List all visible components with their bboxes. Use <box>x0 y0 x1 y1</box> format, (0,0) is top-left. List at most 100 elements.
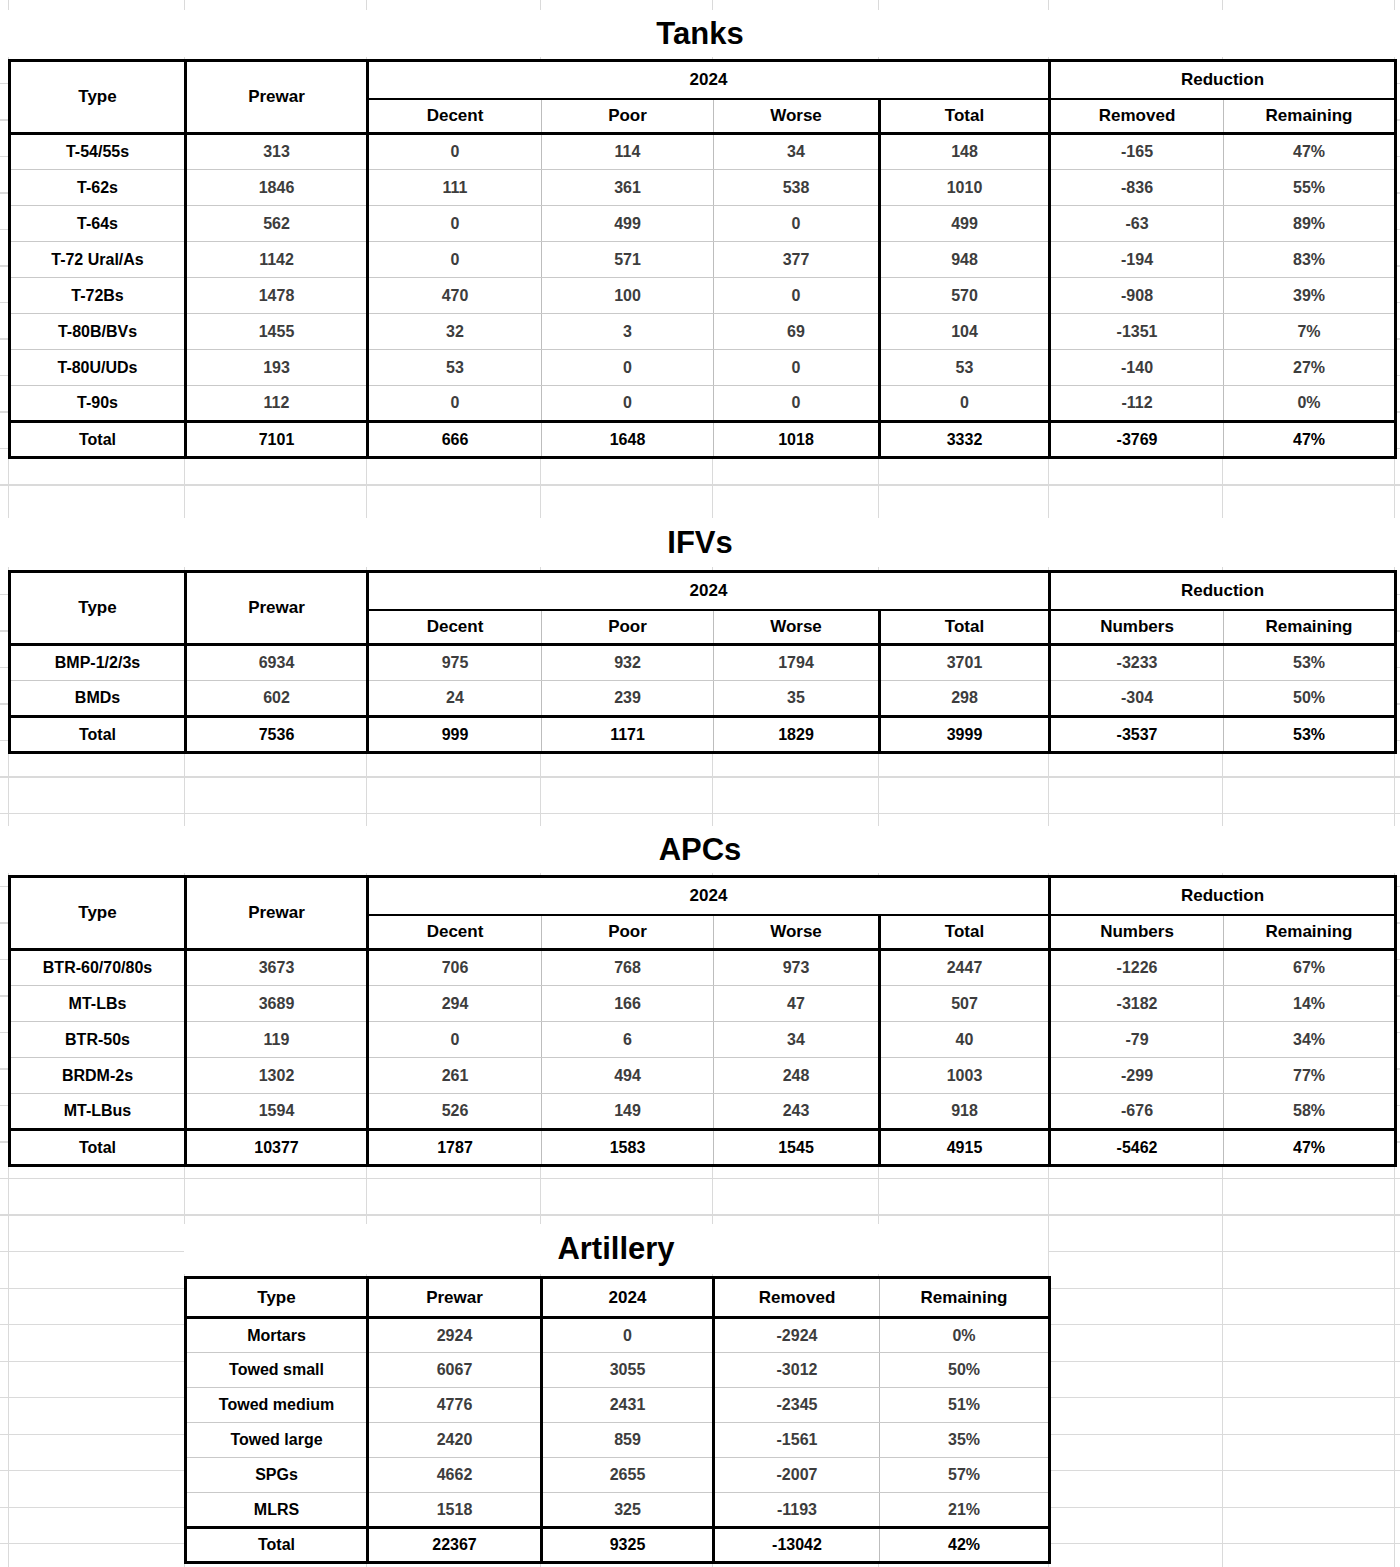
cell: 2924 <box>368 1318 542 1353</box>
cell: 494 <box>542 1058 714 1094</box>
cell: 166 <box>542 986 714 1022</box>
table-row: MT-LBus1594526149243918-67658% <box>10 1094 1396 1130</box>
column-header: Numbers <box>1050 915 1224 950</box>
cell: 67% <box>1224 950 1396 986</box>
column-header: Worse <box>714 915 880 950</box>
cell: 35% <box>880 1423 1050 1458</box>
cell: 526 <box>368 1094 542 1130</box>
cell: 2655 <box>542 1458 714 1493</box>
row-label: T-72 Ural/As <box>10 242 186 278</box>
cell: -165 <box>1050 134 1224 170</box>
table-row: Towed medium47762431-234551% <box>186 1388 1050 1423</box>
column-header: Worse <box>714 99 880 134</box>
row-label: T-64s <box>10 206 186 242</box>
cell: 0% <box>1224 386 1396 422</box>
cell: -1561 <box>714 1423 880 1458</box>
column-header: Poor <box>542 610 714 645</box>
cell: 4915 <box>880 1130 1050 1166</box>
row-label: Towed large <box>186 1423 368 1458</box>
cell: 0 <box>714 386 880 422</box>
cell: 2431 <box>542 1388 714 1423</box>
row-label: BRDM-2s <box>10 1058 186 1094</box>
cell: 0 <box>368 242 542 278</box>
row-label: BTR-50s <box>10 1022 186 1058</box>
column-header: Remaining <box>880 1278 1050 1318</box>
cell: -836 <box>1050 170 1224 206</box>
row-label: Total <box>186 1528 368 1563</box>
column-header: Numbers <box>1050 610 1224 645</box>
cell: -2345 <box>714 1388 880 1423</box>
cell: 313 <box>186 134 368 170</box>
cell: -13042 <box>714 1528 880 1563</box>
cell: -140 <box>1050 350 1224 386</box>
cell: 0 <box>368 1022 542 1058</box>
cell: 2447 <box>880 950 1050 986</box>
cell: 7536 <box>186 717 368 753</box>
cell: 239 <box>542 681 714 717</box>
cell: -676 <box>1050 1094 1224 1130</box>
column-header: Remaining <box>1224 99 1396 134</box>
column-header: Prewar <box>186 572 368 645</box>
section-title-apcs: APCs <box>0 826 1400 873</box>
artillery-table: TypePrewar2024RemovedRemaining Mortars29… <box>184 1276 1051 1564</box>
row-label: SPGs <box>186 1458 368 1493</box>
cell: 0 <box>714 278 880 314</box>
column-header: 2024 <box>368 572 1050 610</box>
cell: 0 <box>880 386 1050 422</box>
header-row: TypePrewar2024Reduction <box>10 877 1396 915</box>
row-label: Towed medium <box>186 1388 368 1423</box>
section-title-ifvs: IFVs <box>0 518 1400 567</box>
cell: 149 <box>542 1094 714 1130</box>
table-row: T-54/55s313011434148-16547% <box>10 134 1396 170</box>
cell: 666 <box>368 422 542 458</box>
column-header: Reduction <box>1050 877 1396 915</box>
cell: 859 <box>542 1423 714 1458</box>
table-row: T-80B/BVs145532369104-13517% <box>10 314 1396 350</box>
table-row: T-80U/UDs193530053-14027% <box>10 350 1396 386</box>
row-label: Towed small <box>186 1353 368 1388</box>
table-row: Towed large2420859-156135% <box>186 1423 1050 1458</box>
cell: 34% <box>1224 1022 1396 1058</box>
cell: 9325 <box>542 1528 714 1563</box>
column-header: Total <box>880 915 1050 950</box>
total-row: Total103771787158315454915-546247% <box>10 1130 1396 1166</box>
column-header: Decent <box>368 99 542 134</box>
cell: 58% <box>1224 1094 1396 1130</box>
cell: 377 <box>714 242 880 278</box>
cell: 1171 <box>542 717 714 753</box>
cell: 112 <box>186 386 368 422</box>
column-header: Removed <box>1050 99 1224 134</box>
cell: 1455 <box>186 314 368 350</box>
cell: -908 <box>1050 278 1224 314</box>
cell: 7% <box>1224 314 1396 350</box>
cell: 148 <box>880 134 1050 170</box>
cell: 571 <box>542 242 714 278</box>
cell: 948 <box>880 242 1050 278</box>
cell: 114 <box>542 134 714 170</box>
cell: 21% <box>880 1493 1050 1528</box>
section-title-artillery: Artillery <box>184 1224 1048 1274</box>
cell: 0 <box>542 350 714 386</box>
row-label: Mortars <box>186 1318 368 1353</box>
table-row: Towed small60673055-301250% <box>186 1353 1050 1388</box>
table-row: T-72 Ural/As11420571377948-19483% <box>10 242 1396 278</box>
cell: 4776 <box>368 1388 542 1423</box>
cell: 100 <box>542 278 714 314</box>
cell: 57% <box>880 1458 1050 1493</box>
cell: 3 <box>542 314 714 350</box>
cell: 3332 <box>880 422 1050 458</box>
cell: 53 <box>368 350 542 386</box>
cell: 602 <box>186 681 368 717</box>
table-row: Mortars29240-29240% <box>186 1318 1050 1353</box>
apcs-table: TypePrewar2024ReductionDecentPoorWorseTo… <box>8 875 1397 1167</box>
row-label: BMDs <box>10 681 186 717</box>
cell: 298 <box>880 681 1050 717</box>
cell: 40 <box>880 1022 1050 1058</box>
cell: 499 <box>880 206 1050 242</box>
cell: 3689 <box>186 986 368 1022</box>
column-header: 2024 <box>368 877 1050 915</box>
cell: 27% <box>1224 350 1396 386</box>
cell: 294 <box>368 986 542 1022</box>
header-row: TypePrewar2024RemovedRemaining <box>186 1278 1050 1318</box>
cell: 1518 <box>368 1493 542 1528</box>
